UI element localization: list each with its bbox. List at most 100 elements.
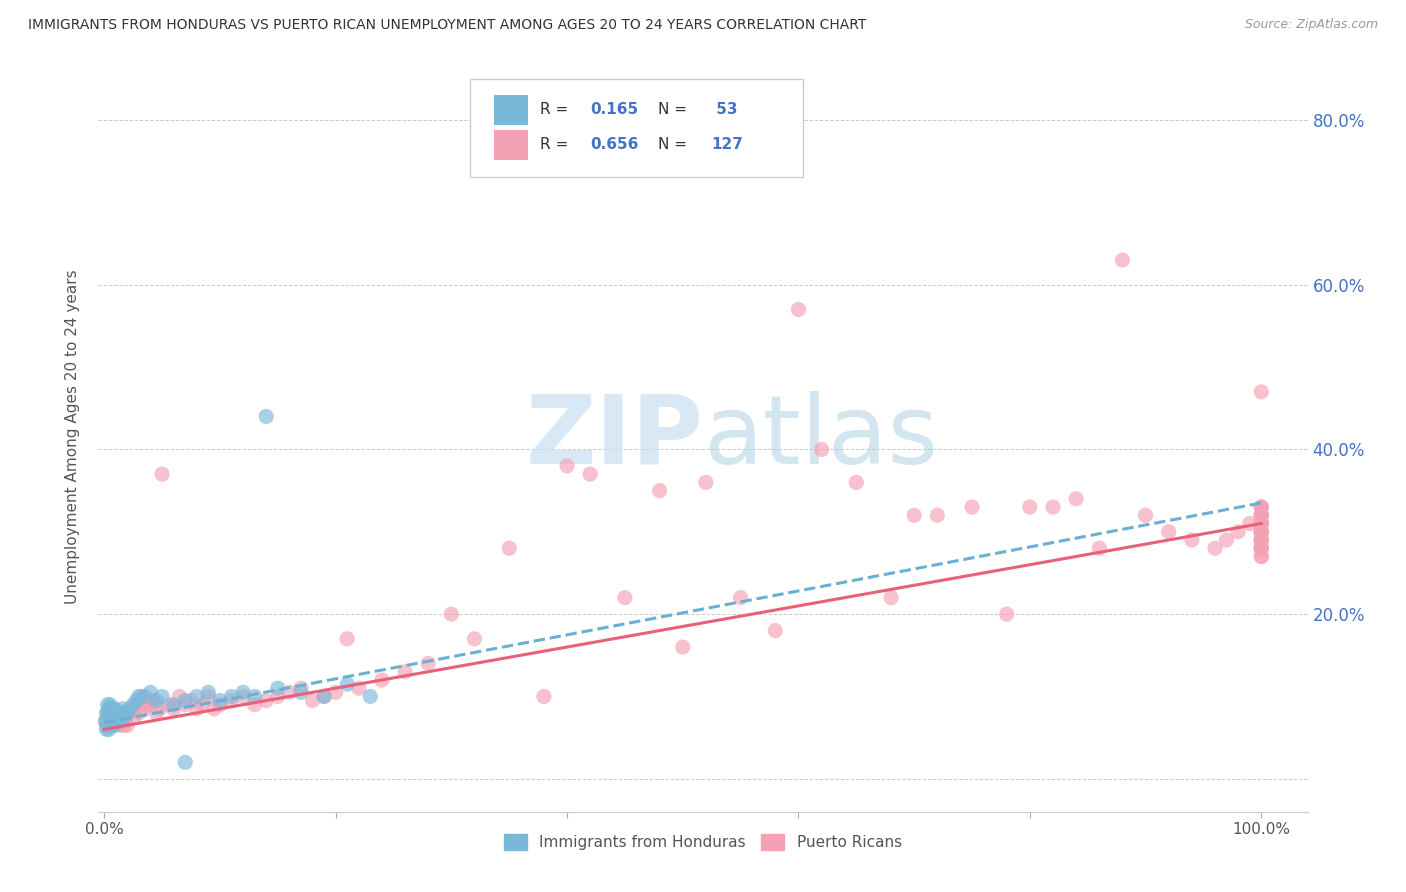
Point xyxy=(97,698,120,712)
Point xyxy=(94,714,117,728)
Point xyxy=(101,714,124,728)
Point xyxy=(197,685,219,699)
Point xyxy=(1250,541,1272,556)
Point xyxy=(1250,533,1272,547)
Point xyxy=(787,302,810,317)
Point xyxy=(498,541,520,556)
Point xyxy=(336,677,359,691)
Point xyxy=(1250,516,1272,531)
Point xyxy=(1215,533,1237,547)
Point xyxy=(359,690,381,704)
Point xyxy=(104,702,127,716)
Point xyxy=(1250,541,1272,556)
Point xyxy=(440,607,463,621)
Point xyxy=(103,710,125,724)
Point xyxy=(142,693,165,707)
Point xyxy=(1250,500,1272,514)
Point xyxy=(105,710,128,724)
Point xyxy=(186,690,208,704)
Point xyxy=(1250,516,1272,531)
Point xyxy=(1135,508,1157,523)
Point xyxy=(1250,516,1272,531)
Point xyxy=(1250,524,1272,539)
Point xyxy=(112,718,135,732)
Point xyxy=(555,458,578,473)
Point xyxy=(110,706,132,720)
Text: IMMIGRANTS FROM HONDURAS VS PUERTO RICAN UNEMPLOYMENT AMONG AGES 20 TO 24 YEARS : IMMIGRANTS FROM HONDURAS VS PUERTO RICAN… xyxy=(28,18,866,32)
Point xyxy=(880,591,903,605)
Point xyxy=(1250,533,1272,547)
Point xyxy=(139,698,162,712)
Point xyxy=(267,690,290,704)
Point xyxy=(1250,508,1272,523)
Text: atlas: atlas xyxy=(703,391,938,483)
Point xyxy=(114,710,136,724)
Point xyxy=(613,591,636,605)
Point xyxy=(1250,524,1272,539)
Point xyxy=(108,714,131,728)
Point xyxy=(103,714,125,728)
Point xyxy=(97,702,120,716)
Point xyxy=(418,657,440,671)
Point xyxy=(243,690,266,704)
Point xyxy=(960,500,983,514)
Point xyxy=(347,681,370,696)
Point xyxy=(1250,508,1272,523)
Point xyxy=(122,698,145,712)
Point xyxy=(98,706,121,720)
Point xyxy=(1250,541,1272,556)
Legend: Immigrants from Honduras, Puerto Ricans: Immigrants from Honduras, Puerto Ricans xyxy=(498,829,908,856)
Point xyxy=(174,693,197,707)
Point xyxy=(100,706,122,720)
Point xyxy=(98,718,121,732)
Point xyxy=(995,607,1018,621)
Point xyxy=(100,702,122,716)
Point xyxy=(927,508,949,523)
Point xyxy=(101,710,124,724)
Point xyxy=(139,685,162,699)
Point xyxy=(243,698,266,712)
Point xyxy=(117,706,139,720)
Point xyxy=(208,698,231,712)
Point xyxy=(1250,384,1272,399)
Point xyxy=(197,690,219,704)
Point xyxy=(1250,508,1272,523)
Point xyxy=(108,706,131,720)
Point xyxy=(145,693,167,707)
Point xyxy=(1250,541,1272,556)
Point xyxy=(125,698,148,712)
Point xyxy=(290,681,312,696)
Point xyxy=(104,718,127,732)
Point xyxy=(134,690,156,704)
Point xyxy=(96,706,118,720)
Point xyxy=(150,467,173,482)
Point xyxy=(1250,549,1272,564)
Point xyxy=(1250,516,1272,531)
Text: 0.165: 0.165 xyxy=(591,103,638,117)
Point xyxy=(1250,508,1272,523)
Point xyxy=(1204,541,1226,556)
Point xyxy=(394,665,416,679)
Point xyxy=(1250,524,1272,539)
Point xyxy=(1250,549,1272,564)
Point xyxy=(1088,541,1111,556)
Point xyxy=(232,685,254,699)
Point xyxy=(730,591,752,605)
Point xyxy=(145,706,167,720)
FancyBboxPatch shape xyxy=(470,78,803,178)
Point xyxy=(134,702,156,716)
Point xyxy=(672,640,695,654)
Point xyxy=(104,706,127,720)
Text: ZIP: ZIP xyxy=(524,391,703,483)
Point xyxy=(1250,516,1272,531)
Point xyxy=(97,706,120,720)
Point xyxy=(1250,541,1272,556)
Point xyxy=(1250,508,1272,523)
Point xyxy=(232,690,254,704)
Text: 127: 127 xyxy=(711,137,744,153)
Point xyxy=(104,706,127,720)
Point xyxy=(97,706,120,720)
Point xyxy=(96,718,118,732)
Text: 53: 53 xyxy=(711,103,738,117)
Point xyxy=(648,483,671,498)
